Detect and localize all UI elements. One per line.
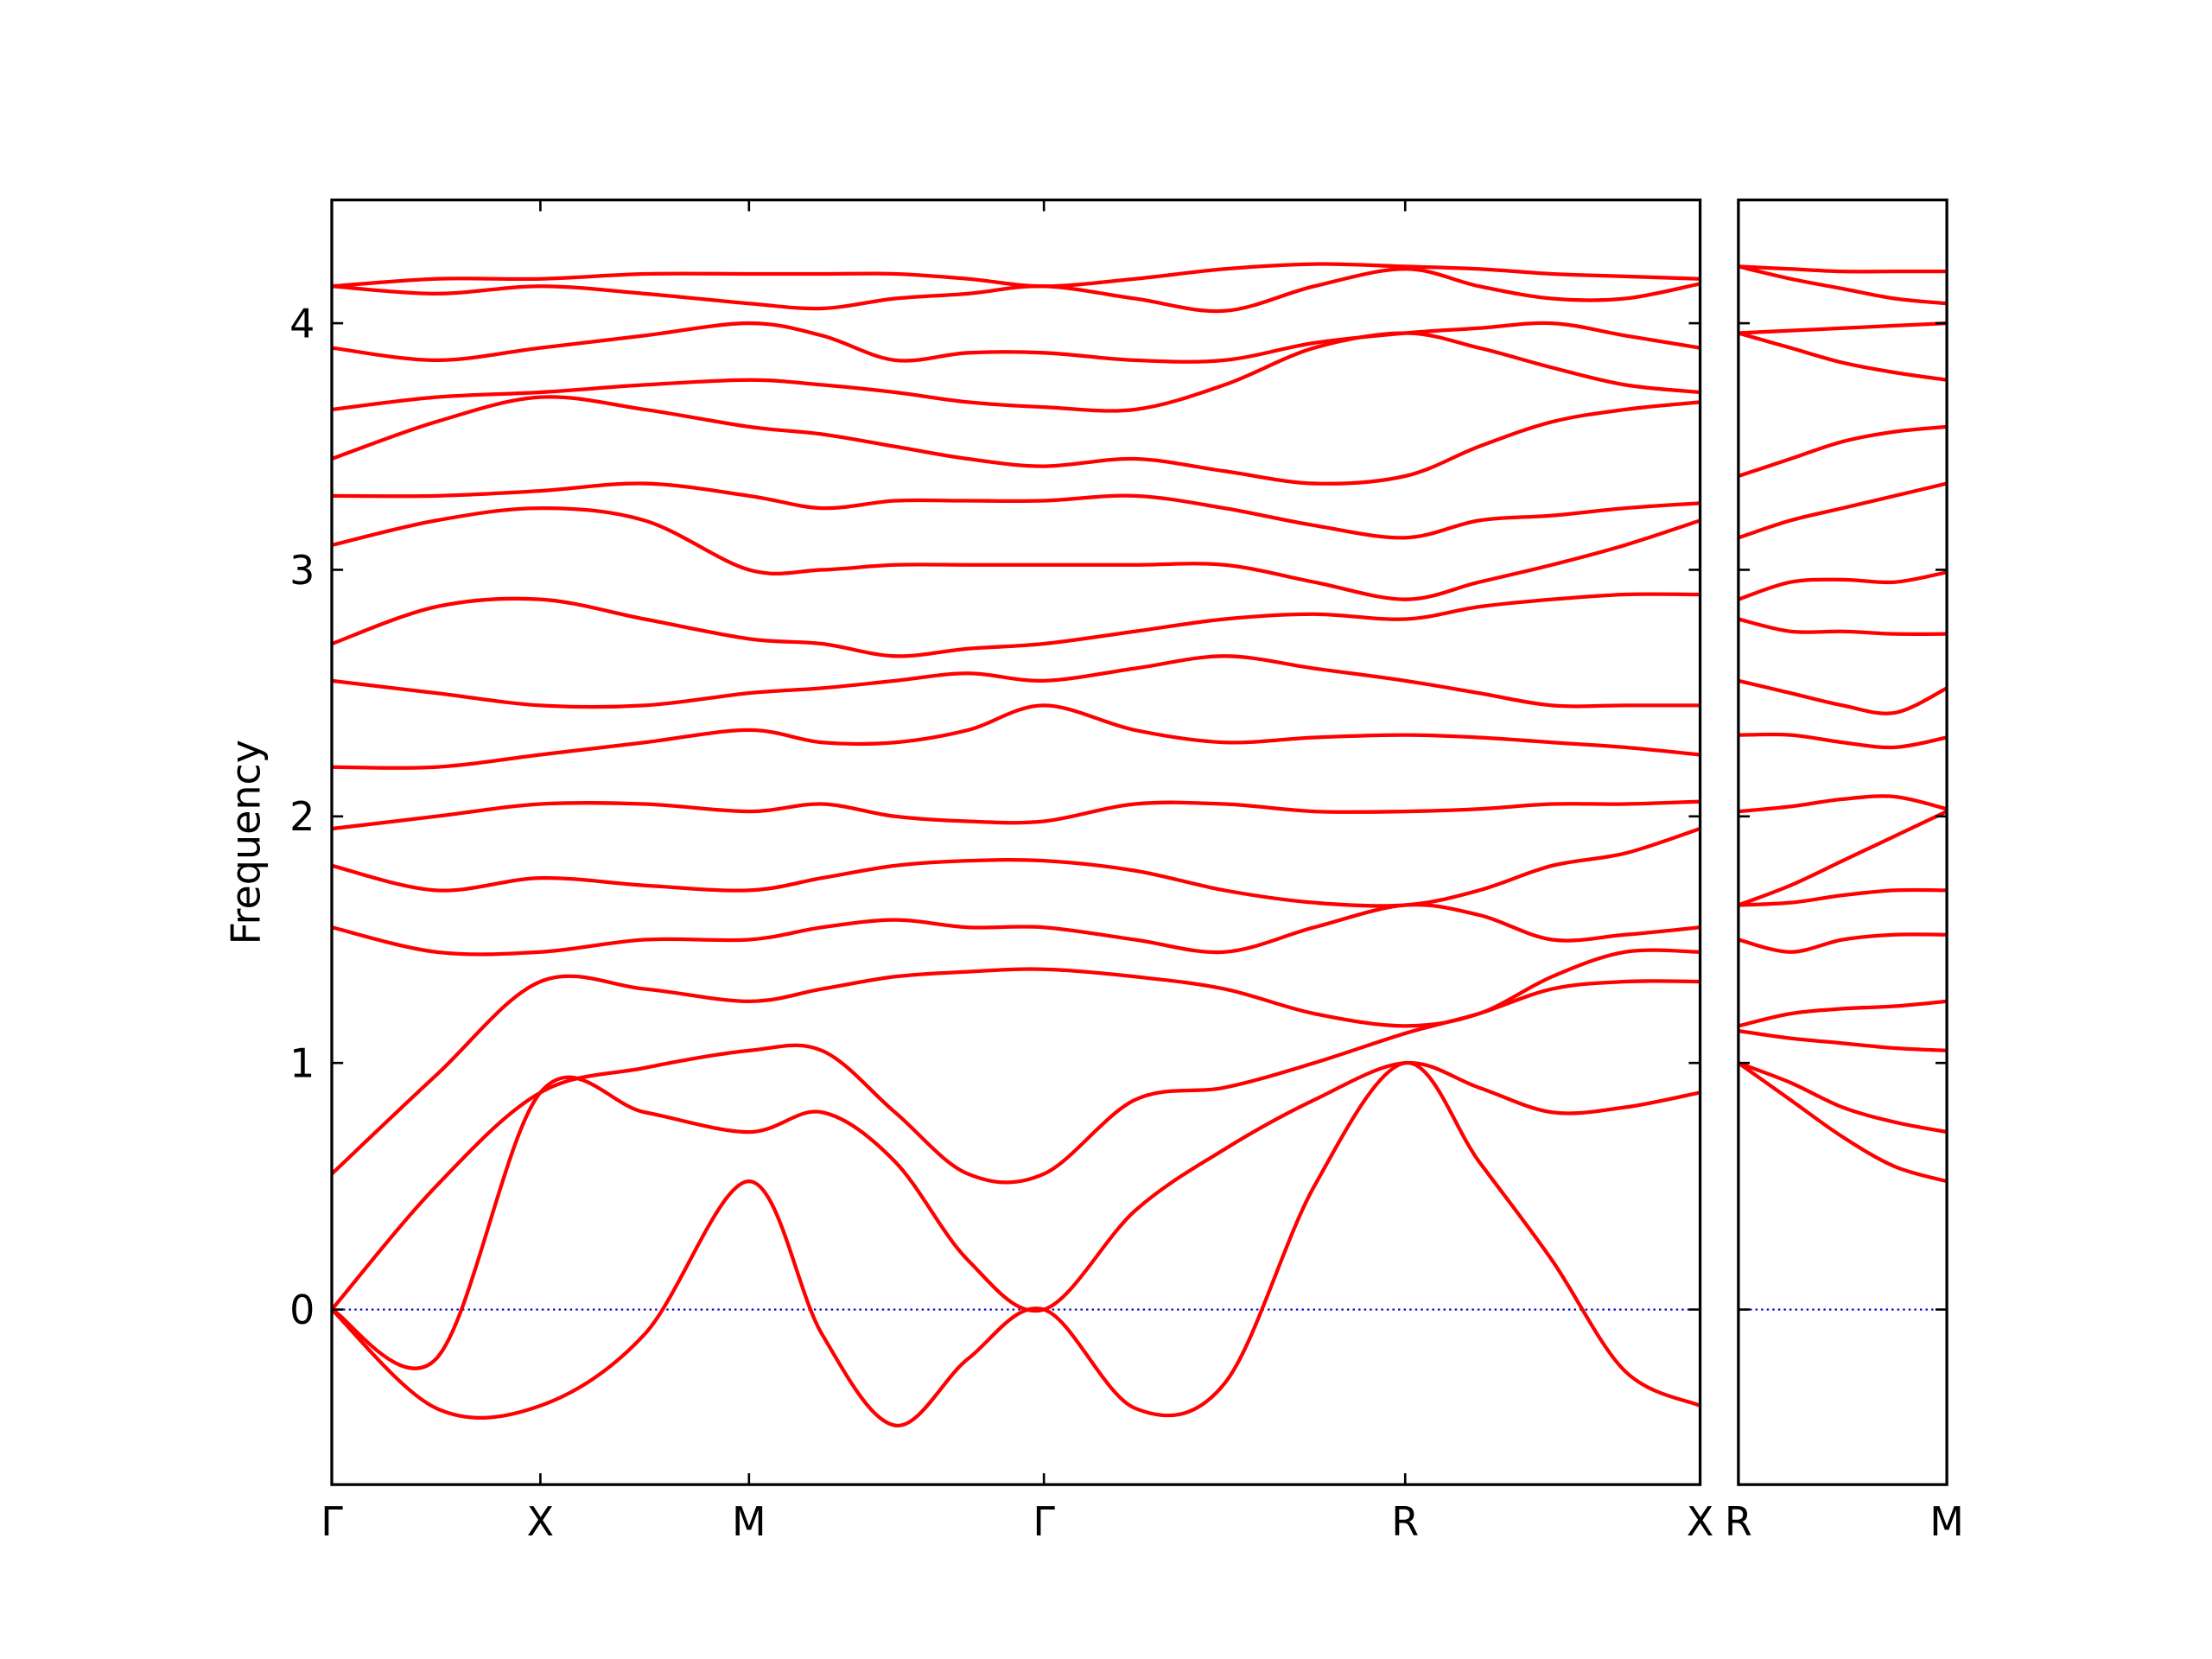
band-line xyxy=(1738,264,1948,274)
y-tick-label: 3 xyxy=(289,547,315,594)
x-tick-label: M xyxy=(732,1498,766,1545)
band-line xyxy=(1738,321,1948,335)
band-line xyxy=(1738,264,1948,306)
x-tick-label: R xyxy=(1725,1498,1752,1545)
x-tick-label: X xyxy=(527,1498,554,1545)
band-line xyxy=(1738,481,1948,540)
band-line xyxy=(1738,810,1948,907)
band-line xyxy=(332,505,1700,601)
band-line xyxy=(1738,617,1948,636)
band-line xyxy=(1738,794,1948,814)
x-tick-label: M xyxy=(1929,1498,1964,1545)
band-line xyxy=(332,827,1700,908)
band-line xyxy=(332,592,1700,658)
y-tick-label: 4 xyxy=(289,300,315,346)
band-line xyxy=(1738,331,1948,382)
band-line xyxy=(1738,887,1948,907)
y-tick-label: 0 xyxy=(289,1287,315,1333)
band-line xyxy=(332,979,1700,1311)
band-line xyxy=(332,902,1700,957)
band-line xyxy=(332,481,1700,540)
y-tick-label: 1 xyxy=(289,1040,315,1087)
x-tick-label: X xyxy=(1687,1498,1713,1545)
band-line xyxy=(1738,1061,1948,1184)
band-line xyxy=(1738,732,1948,750)
x-tick-label: Γ xyxy=(1033,1498,1055,1545)
x-tick-label: Γ xyxy=(321,1498,343,1545)
y-axis-label: Frequency xyxy=(222,740,269,944)
band-line xyxy=(332,262,1700,289)
band-line xyxy=(332,1061,1700,1370)
band-line xyxy=(332,1061,1700,1427)
band-line xyxy=(1738,999,1948,1028)
plot-frame xyxy=(330,198,1702,1486)
y-tick-label: 2 xyxy=(289,793,315,840)
band-line xyxy=(1738,424,1948,479)
band-line xyxy=(332,395,1700,486)
band-line xyxy=(1738,1028,1948,1053)
band-line xyxy=(332,331,1700,413)
band-line xyxy=(332,948,1700,1176)
x-tick-label: R xyxy=(1391,1498,1419,1545)
band-line xyxy=(332,654,1700,709)
band-line xyxy=(332,703,1700,770)
band-line xyxy=(1738,570,1948,601)
plot-frame xyxy=(1737,198,1948,1486)
band-line xyxy=(1738,1061,1948,1135)
band-line xyxy=(1738,932,1948,954)
band-line xyxy=(332,799,1700,831)
band-line xyxy=(332,321,1700,364)
band-line xyxy=(332,267,1700,314)
band-line xyxy=(1738,678,1948,715)
